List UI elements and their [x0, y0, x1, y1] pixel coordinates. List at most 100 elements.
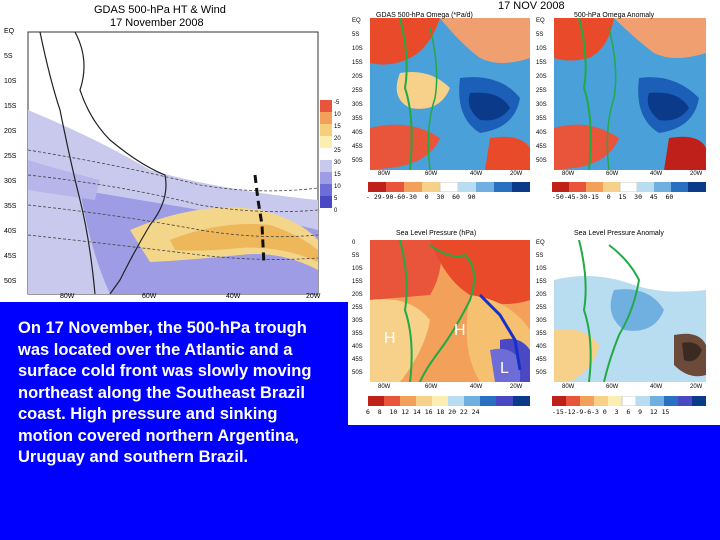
lat-label: 25S	[536, 88, 547, 94]
omega-anomaly-map-title: 500-hPa Omega Anomaly	[574, 12, 655, 19]
omega-anomaly-colorbar	[552, 182, 706, 192]
lat-label: 50S	[4, 278, 17, 285]
lon-label: 80W	[378, 171, 391, 177]
trough-axis	[253, 174, 266, 266]
slp-lon-labels: 80W 60W 40W 20W	[370, 384, 530, 392]
right-maps-panel: 17 NOV 2008 GDAS 500-hPa Omega (*Pa/d) E…	[348, 0, 720, 425]
slp-map	[370, 240, 530, 382]
slp-colorbar-labels: 6 8 10 12 14 16 18 20 22 24	[366, 408, 480, 416]
slp-anomaly-colorbar-labels: -15-12-9-6-3 0 3 6 9 12 15	[552, 408, 670, 416]
lat-label: 45S	[536, 144, 547, 150]
slp-map-title: Sea Level Pressure (hPa)	[396, 230, 477, 237]
lat-label: 25S	[536, 305, 547, 311]
lat-label: 15S	[536, 60, 547, 66]
colorbar-label: -5	[334, 100, 340, 106]
colorbar-label: 0	[334, 208, 338, 214]
lon-label: 20W	[510, 171, 523, 177]
lat-label: 50S	[352, 158, 363, 164]
slide-caption: On 17 November, the 500-hPa trough was l…	[18, 319, 312, 466]
lon-label: 80W	[60, 293, 75, 300]
lon-label: 40W	[226, 293, 241, 300]
lat-label: 25S	[4, 153, 17, 160]
lat-label: 45S	[352, 144, 363, 150]
colorbar-label: 5	[334, 196, 338, 202]
lat-label: 30S	[536, 102, 547, 108]
lat-label: 20S	[536, 292, 547, 298]
left-lon-labels: 80W 60W 40W 20W	[0, 293, 348, 302]
omega-anomaly-map	[554, 18, 706, 170]
lat-label: 5S	[536, 32, 544, 38]
lat-label: 5S	[4, 53, 13, 60]
lat-label: 0	[352, 240, 356, 246]
omega-anomaly-lon-labels: 80W 60W 40W 20W	[554, 171, 714, 179]
lat-label: 35S	[352, 116, 363, 122]
omega-anomaly-colorbar-labels: -50-45-30-15 0 15 30 45 60	[552, 193, 674, 201]
left-colorbar	[320, 100, 332, 208]
lat-label: EQ	[536, 240, 545, 246]
cold-front-line	[478, 293, 522, 371]
lat-label: EQ	[352, 18, 361, 24]
lat-label: 15S	[352, 279, 363, 285]
colorbar-label: 25	[334, 148, 341, 154]
lat-label: EQ	[536, 18, 545, 24]
left-500hpa-map-panel: GDAS 500-hPa HT & Wind 17 November 2008 …	[0, 0, 348, 302]
lon-label: 20W	[306, 293, 321, 300]
lat-label: 50S	[352, 370, 363, 376]
slp-anomaly-lon-labels: 80W 60W 40W 20W	[554, 384, 714, 392]
lon-label: 20W	[510, 384, 523, 390]
lon-label: 60W	[142, 293, 157, 300]
lon-label: 40W	[470, 384, 483, 390]
lon-label: 20W	[690, 384, 703, 390]
lon-label: 40W	[650, 384, 663, 390]
left-500hpa-map	[27, 31, 332, 295]
lat-label: 40S	[4, 228, 17, 235]
lat-label: 45S	[4, 253, 17, 260]
colorbar-label: 15	[334, 172, 341, 178]
lat-label: 30S	[4, 178, 17, 185]
omega-lon-labels: 80W 60W 40W 20W	[370, 171, 530, 179]
lat-label: 15S	[4, 103, 17, 110]
right-date: 17 NOV 2008	[498, 0, 565, 12]
lat-label: 30S	[536, 318, 547, 324]
slp-anomaly-map	[554, 240, 706, 382]
lat-label: 50S	[536, 370, 547, 376]
lon-label: 60W	[425, 171, 438, 177]
slp-low-label: L	[500, 360, 509, 377]
lat-label: 40S	[536, 130, 547, 136]
lat-label: 15S	[352, 60, 363, 66]
lat-label: 10S	[352, 46, 363, 52]
lat-label: 15S	[536, 279, 547, 285]
lat-label: 45S	[352, 357, 363, 363]
lon-label: 80W	[562, 171, 575, 177]
lat-label: 50S	[536, 158, 547, 164]
omega-map-title: GDAS 500-hPa Omega (*Pa/d)	[376, 12, 473, 19]
lat-label: 10S	[4, 78, 17, 85]
slp-colorbar	[368, 396, 530, 406]
lat-label: 5S	[352, 32, 360, 38]
lat-label: 35S	[4, 203, 17, 210]
lat-label: 40S	[536, 344, 547, 350]
lat-label: 10S	[536, 46, 547, 52]
slp-high-label-1: H	[384, 330, 396, 347]
lon-label: 40W	[470, 171, 483, 177]
lon-label: 60W	[606, 171, 619, 177]
slp-high-label-2: H	[454, 322, 466, 339]
lat-label: 25S	[352, 305, 363, 311]
lon-label: 20W	[690, 171, 703, 177]
lat-label: 10S	[536, 266, 547, 272]
colorbar-label: 10	[334, 184, 341, 190]
lat-label: 45S	[536, 357, 547, 363]
lon-label: 60W	[606, 384, 619, 390]
lat-label: 40S	[352, 130, 363, 136]
colorbar-label: 30	[334, 160, 341, 166]
colorbar-label: 15	[334, 124, 341, 130]
slp-anomaly-map-title: Sea Level Pressure Anomaly	[574, 230, 664, 237]
colorbar-label: 10	[334, 112, 341, 118]
left-map-title: GDAS 500-hPa HT & Wind	[94, 4, 226, 16]
lat-label: EQ	[4, 28, 15, 35]
lon-label: 60W	[425, 384, 438, 390]
lat-label: 40S	[352, 344, 363, 350]
lat-label: 5S	[352, 253, 360, 259]
lat-label: 20S	[4, 128, 17, 135]
lat-label: 35S	[536, 331, 547, 337]
